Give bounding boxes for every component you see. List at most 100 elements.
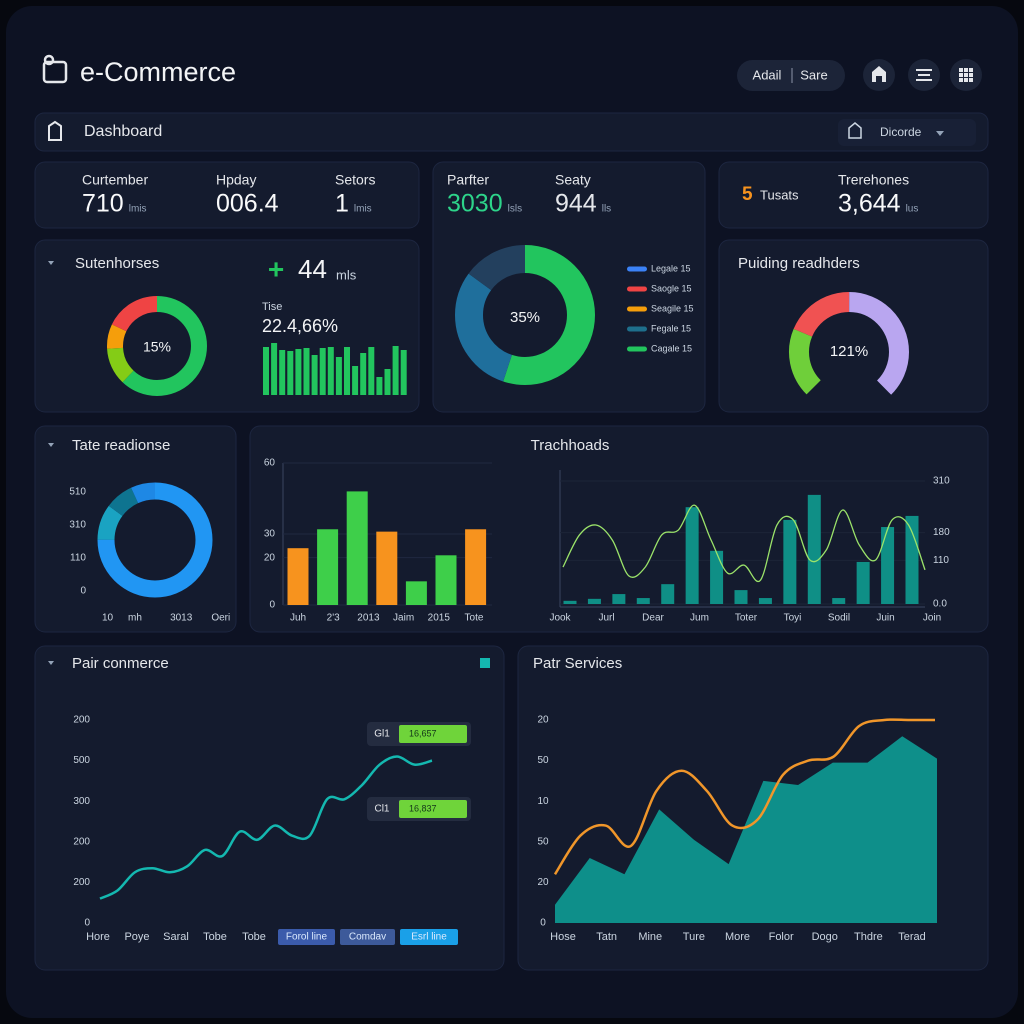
legend-button[interactable]: [340, 929, 395, 945]
icon-grid[interactable]: [950, 59, 982, 91]
line: [99, 755, 433, 900]
donut-segment: [107, 296, 207, 396]
mini-bar: [400, 350, 407, 395]
stat-label: Trerehones: [838, 172, 909, 188]
tooltip-value: 16,837: [409, 803, 437, 813]
card-title: Tate readionse: [72, 437, 170, 454]
y-label: 510: [69, 487, 86, 498]
legend-label: Forol line: [286, 932, 328, 943]
y-tick-label: 180: [933, 527, 950, 538]
bar: [856, 561, 870, 604]
x-label: Mine: [638, 931, 662, 943]
card-title: Sutenhorses: [75, 255, 159, 272]
legend-swatch: [627, 346, 647, 352]
stat-label: Parfter: [447, 172, 489, 188]
bar: [346, 491, 368, 605]
collapse-caret: [48, 261, 54, 265]
donut-center: 15%: [143, 339, 171, 355]
gauge-center: 121%: [830, 343, 868, 360]
legend-label: Cagale 15: [651, 343, 692, 353]
stat-value: 3,644: [838, 190, 901, 218]
toolbar: [34, 112, 989, 152]
x-label: Sodil: [828, 613, 850, 624]
card: [718, 161, 989, 229]
legend-label: Comdav: [349, 932, 386, 943]
legend-label: Legale 15: [651, 263, 691, 273]
x-label: Juh: [290, 613, 306, 624]
mini-bar: [344, 347, 350, 395]
stat-value: 3030: [447, 190, 503, 218]
donut-segment: [789, 292, 909, 412]
mini-bar: [384, 369, 391, 395]
x-label: 2'3: [327, 613, 340, 624]
account-pill[interactable]: [737, 60, 845, 91]
filter-icon: [848, 122, 862, 139]
y-label: 0: [80, 586, 86, 597]
stat-value: 1: [335, 190, 349, 218]
trend-line: [562, 504, 926, 583]
donut-segment: [455, 245, 595, 385]
mini-bar: [352, 366, 359, 395]
stat-label: Hpday: [216, 172, 256, 188]
donut-segment: [97, 482, 213, 598]
x-label: Oeri: [211, 613, 230, 624]
x-label: 2013: [357, 613, 380, 624]
page-title: Dashboard: [84, 123, 162, 140]
y-label: 0: [540, 918, 546, 929]
tooltip-name: Gl1: [374, 729, 390, 740]
bar: [587, 598, 601, 604]
line: [553, 718, 935, 875]
mini-bar: [335, 357, 342, 395]
x-label: Poye: [124, 931, 149, 943]
icon-menu[interactable]: [908, 59, 940, 91]
stat-label: Seaty: [555, 172, 591, 188]
stat-label: Tusats: [760, 187, 799, 202]
store-name: Sare: [800, 67, 827, 82]
donut-segment: [789, 292, 909, 412]
bar: [881, 527, 895, 604]
legend-button[interactable]: [278, 929, 335, 945]
y-label: 300: [73, 796, 90, 807]
bar: [758, 598, 772, 604]
dropdown-caret: [936, 131, 944, 136]
y-label: 110: [70, 553, 86, 564]
bar: [435, 555, 457, 605]
stat-unit: lmis: [129, 204, 147, 215]
stat-value: 5: [742, 184, 753, 205]
bar: [287, 548, 309, 605]
y-label: 200: [73, 877, 90, 888]
bar: [832, 598, 846, 604]
mini-bar: [392, 346, 399, 395]
x-label: Dear: [642, 613, 664, 624]
filter-dropdown[interactable]: [838, 119, 976, 146]
legend-swatch: [627, 306, 647, 312]
change-value: 44: [298, 254, 327, 284]
bar: [465, 529, 487, 605]
x-label: Hore: [86, 931, 110, 943]
y-tick-label: 30: [264, 529, 276, 540]
bar: [710, 550, 724, 604]
bar: [685, 507, 699, 604]
x-label: Juin: [876, 613, 894, 624]
x-label: Jook: [549, 613, 571, 624]
mini-bar: [376, 377, 383, 395]
y-label: 50: [537, 755, 549, 766]
x-label: 10: [102, 613, 114, 624]
x-label: Folor: [769, 931, 794, 943]
logo-icon: [42, 54, 68, 84]
stat-unit: lmis: [354, 204, 372, 215]
x-label: 3013: [170, 613, 193, 624]
x-label: Jaim: [393, 613, 414, 624]
icon-home[interactable]: [863, 59, 895, 91]
card-title: Patr Services: [533, 655, 622, 672]
mini-bar: [319, 348, 326, 395]
card: [34, 161, 420, 229]
legend-swatch: [627, 286, 647, 292]
tooltip-value-bg: [399, 725, 467, 743]
rate-value: 22.4,66%: [262, 316, 338, 336]
x-label: Tobe: [242, 931, 266, 943]
bar: [636, 598, 650, 604]
legend-button[interactable]: [400, 929, 458, 945]
bar: [783, 519, 797, 604]
x-label: Join: [923, 613, 941, 624]
